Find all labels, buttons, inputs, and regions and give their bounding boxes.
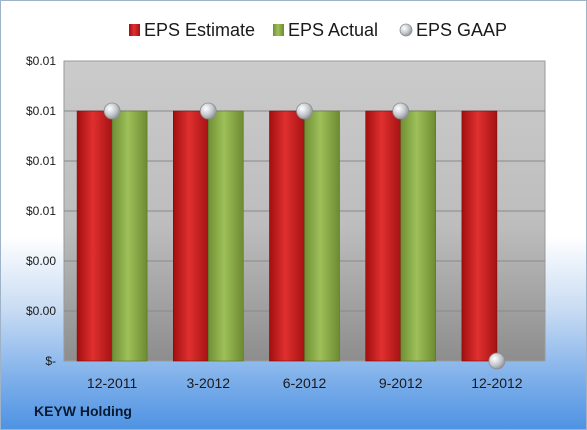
x-category-label: 3-2012 bbox=[187, 375, 231, 391]
bar-eps-estimate bbox=[461, 110, 498, 362]
bar-eps-estimate bbox=[269, 110, 305, 362]
legend-label: EPS Estimate bbox=[144, 20, 255, 40]
x-category-label: 12-2011 bbox=[87, 375, 138, 391]
marker-eps-gaap bbox=[199, 102, 217, 120]
y-axis-ticks: $- $0.00 $0.00 $0.01 $0.01 $0.01 $0.01 bbox=[26, 54, 56, 368]
x-category-label: 12-2012 bbox=[471, 375, 523, 391]
y-tick-label: $0.01 bbox=[26, 104, 56, 118]
bar-eps-actual bbox=[208, 110, 244, 362]
legend-swatch bbox=[273, 24, 284, 36]
legend-label: EPS Actual bbox=[288, 20, 378, 40]
bar-eps-actual bbox=[304, 110, 340, 362]
marker-eps-gaap bbox=[488, 352, 506, 370]
bar-eps-actual bbox=[111, 110, 148, 362]
y-tick-label: $0.00 bbox=[26, 254, 56, 268]
y-tick-label: $0.00 bbox=[26, 304, 56, 318]
y-tick-label: $0.01 bbox=[26, 154, 56, 168]
legend: EPS Estimate EPS Actual EPS GAAP bbox=[129, 20, 507, 40]
company-name: KEYW Holding bbox=[34, 403, 132, 419]
bar-eps-actual bbox=[400, 110, 437, 362]
y-tick-label: $0.01 bbox=[26, 54, 56, 68]
marker-eps-gaap bbox=[103, 102, 121, 120]
bar-marks bbox=[76, 110, 498, 362]
y-tick-label: $0.01 bbox=[26, 204, 56, 218]
x-axis-labels: 12-2011 3-2012 6-2012 9-2012 12-2012 bbox=[87, 375, 523, 391]
marker-eps-gaap bbox=[296, 102, 313, 120]
legend-label: EPS GAAP bbox=[416, 20, 507, 40]
gaap-markers bbox=[103, 102, 506, 370]
legend-swatch-eps-gaap bbox=[399, 23, 413, 37]
bar-eps-estimate bbox=[76, 110, 113, 362]
bar-eps-estimate bbox=[173, 110, 209, 362]
y-tick-label: $- bbox=[45, 354, 56, 368]
legend-swatch bbox=[129, 24, 140, 36]
bar-eps-estimate bbox=[365, 110, 402, 362]
x-category-label: 9-2012 bbox=[379, 375, 423, 391]
x-category-label: 6-2012 bbox=[283, 375, 327, 391]
marker-eps-gaap bbox=[392, 102, 410, 120]
